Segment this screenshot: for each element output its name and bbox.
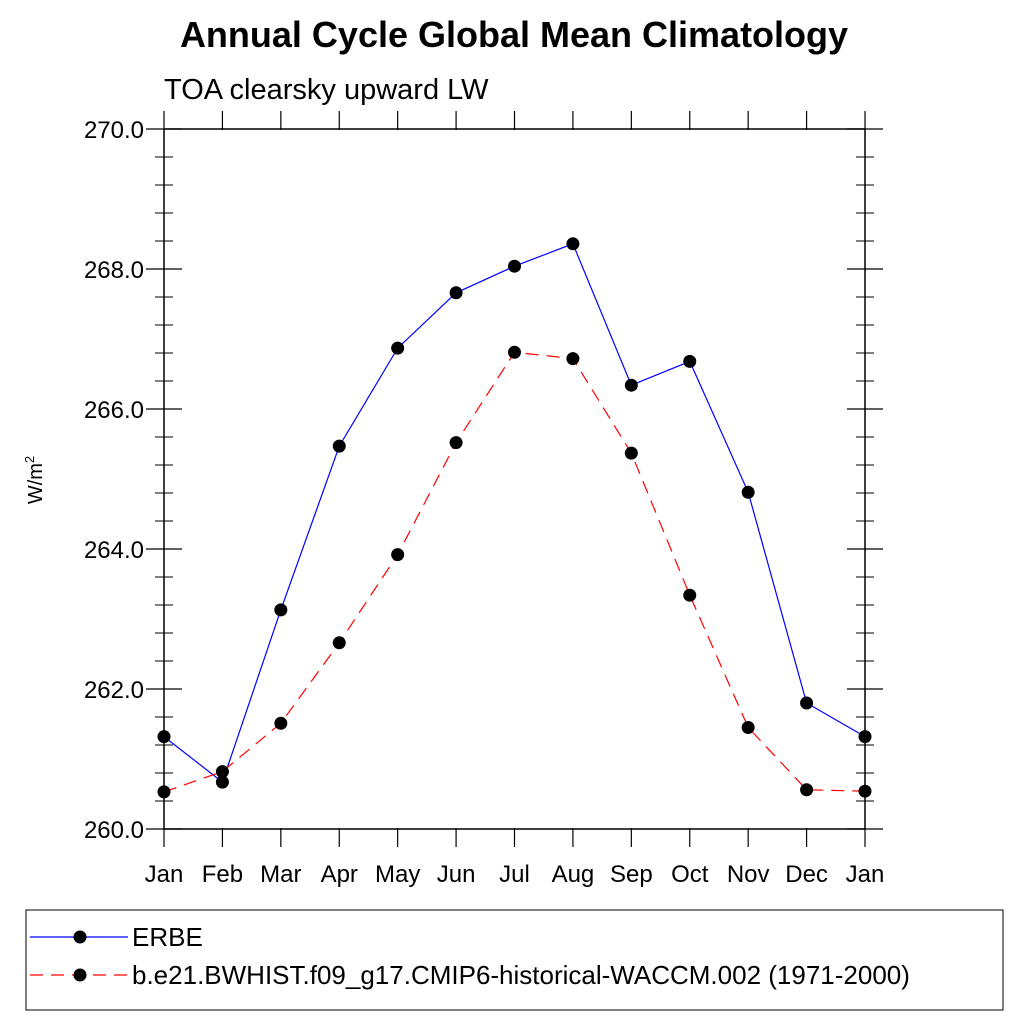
legend-label: b.e21.BWHIST.f09_g17.CMIP6-historical-WA… <box>132 960 910 990</box>
data-point <box>683 354 697 368</box>
x-tick-label: Sep <box>610 861 653 888</box>
x-tick-label: Dec <box>785 861 828 888</box>
data-point <box>624 378 638 392</box>
data-point <box>157 730 171 744</box>
y-axis-label: W/m2 <box>22 456 47 504</box>
data-point <box>566 237 580 251</box>
minor-ticks <box>155 156 874 802</box>
series-layer <box>157 237 872 799</box>
data-point <box>449 286 463 300</box>
data-point <box>215 775 229 789</box>
x-tick-label: Oct <box>671 861 709 888</box>
legend-label: ERBE <box>132 922 203 952</box>
major-ticks <box>146 111 883 847</box>
series-line <box>163 243 866 784</box>
data-point <box>508 345 521 359</box>
data-point <box>391 341 405 355</box>
data-point <box>508 259 521 273</box>
data-point <box>449 436 463 450</box>
data-point <box>274 603 288 617</box>
data-point <box>566 352 580 366</box>
x-tick-label: Apr <box>321 861 358 888</box>
y-axis-label-superscript: 2 <box>22 456 37 463</box>
x-tick-label: Jan <box>145 861 184 888</box>
x-tick-label: May <box>375 861 420 888</box>
data-point <box>391 548 405 562</box>
x-tick-label: Jul <box>499 861 530 888</box>
data-point <box>274 716 288 730</box>
y-tick-label: 268.0 <box>84 257 144 284</box>
legend-box <box>25 909 1004 1011</box>
plot-frame <box>163 128 866 830</box>
y-tick-label: 260.0 <box>84 817 144 844</box>
legend-marker <box>73 930 87 944</box>
x-tick-label: Jan <box>846 861 885 888</box>
series-1 <box>157 237 872 789</box>
data-point <box>800 696 814 710</box>
y-axis-label-text: W/m <box>25 463 47 504</box>
legend-marker <box>73 968 87 982</box>
legend: ERBE b.e21.BWHIST.f09_g17.CMIP6-historica… <box>30 922 910 990</box>
y-tick-label: 262.0 <box>84 677 144 704</box>
chart-subtitle: TOA clearsky upward LW <box>164 74 489 106</box>
data-point <box>624 446 638 460</box>
data-point <box>215 765 229 779</box>
data-point <box>858 730 872 744</box>
y-tick-label: 270.0 <box>84 117 144 144</box>
data-point <box>157 785 171 799</box>
data-point <box>741 485 755 499</box>
x-tick-label: Mar <box>260 861 301 888</box>
chart-title: Annual Cycle Global Mean Climatology <box>180 14 848 55</box>
data-point <box>800 783 814 797</box>
y-tick-label: 264.0 <box>84 537 144 564</box>
data-point <box>332 439 346 453</box>
series-line <box>163 351 866 793</box>
data-point <box>741 721 755 734</box>
x-tick-label: Nov <box>727 861 770 888</box>
x-tick-label: Feb <box>202 861 243 888</box>
x-tick-label: Jun <box>437 861 476 888</box>
series-2 <box>157 345 872 799</box>
x-tick-label: Aug <box>552 861 595 888</box>
x-tick-labels: Jan Feb Mar Apr May Jun Jul Aug Sep Oct Nov Dec Jan <box>145 861 885 888</box>
data-point <box>683 588 697 602</box>
data-point <box>858 784 872 798</box>
data-point <box>332 636 346 650</box>
y-tick-label: 266.0 <box>84 397 144 424</box>
y-tick-labels: 260.0 262.0 264.0 266.0 268.0 270.0 <box>84 117 144 844</box>
